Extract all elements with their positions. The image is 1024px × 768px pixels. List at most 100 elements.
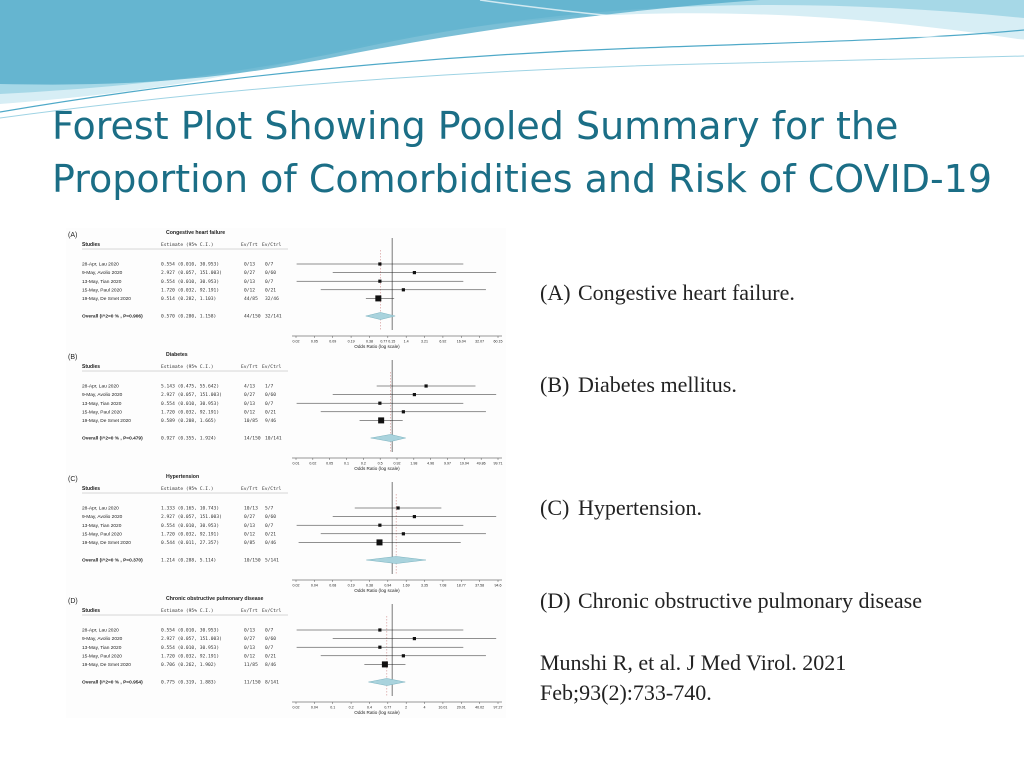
panel-b-x-tick-label: 4.96 [427,462,434,466]
panel-a-overall-ci: 0.570 (0.280, 1.158) [161,314,216,320]
panel-a-title: Congestive heart failure [166,230,225,236]
panel-c-x-tick-label: 0.08 [329,584,336,588]
panel-a-label: (A) [68,232,77,239]
panel-a-study-name: 13-May, Tian 2020 [82,279,122,285]
panel-d-study-evctrl: 0/60 [265,636,276,642]
panel-d-study-ci: 0.554 (0.010, 30.953) [161,645,219,651]
panel-a-study-point [401,288,405,292]
panel-b-study-name: 28-Apr, Lau 2020 [82,384,119,390]
panel-b-x-tick-label: 0.05 [326,462,333,466]
panel-c-study-name: 13-May, Tian 2020 [82,523,122,529]
panel-c-x-tick-label: 0.94 [384,584,391,588]
panel-a-study-evctrl: 0/60 [265,270,276,276]
panel-c-overall-evtrt: 10/150 [244,558,261,564]
panel-a-study-point [375,295,382,302]
panel-d-study-evtrt: 0/13 [244,645,255,651]
panel-b-overall-label: Overall (I^2=0 % , P=0.479) [82,436,143,442]
panel-a-col-evctrl: Ev/Ctrl [262,242,282,248]
panel-b-x-tick-label: 0.02 [309,462,316,466]
panel-d-study-evtrt: 0/27 [244,636,255,642]
panel-c-x-tick-label: 0.02 [293,584,300,588]
panel-d-study-evtrt: 11/85 [244,662,258,668]
panel-a-col-studies: Studies [82,242,100,248]
panel-b-study-evctrl: 0/7 [265,401,274,407]
panel-d-x-tick-label: 20.01 [457,706,466,710]
panel-a-study-ci: 1.720 (0.032, 92.191) [161,287,219,293]
panel-d-overall-evtrt: 11/150 [244,680,261,686]
panel-c-study-ci: 1.333 (0.165, 10.743) [161,506,219,512]
panel-d-study-name: 13-May, Tian 2020 [82,645,122,651]
panel-d-study-point [378,645,382,649]
caption-b-tag: (B) [540,372,570,397]
panel-b-study-ci: 1.720 (0.032, 92.191) [161,409,219,415]
panel-c-title: Hypertension [166,474,199,480]
panel-b-study-name: 13-May, Tian 2020 [82,401,122,407]
panel-d-study-evtrt: 0/13 [244,628,255,634]
panel-c-study-evtrt: 0/13 [244,523,255,529]
panel-c-study-name: 19-May, De Smet 2020 [82,540,131,546]
panel-d-study-name: 28-Apr, Lau 2020 [82,628,119,634]
panel-b-study-evctrl: 9/46 [265,418,276,424]
panel-a-study-evctrl: 0/7 [265,262,274,268]
panel-a-study-point [378,279,382,283]
panel-d-study-evctrl: 8/46 [265,662,276,668]
panel-b-overall-diamond [370,434,406,442]
panel-a-overall-diamond [365,312,396,320]
panel-b-study-evtrt: 4/13 [244,384,255,390]
panel-a-study-evtrt: 0/12 [244,287,255,293]
panel-c-x-tick-label: 3.35 [421,584,428,588]
panel-c-study-evctrl: 0/46 [265,540,276,546]
panel-d-overall-evctrl: 8/141 [265,680,279,686]
panel-c-study-name: 15-May, Paul 2020 [82,531,122,537]
panel-a-study-name: 15-May, Paul 2020 [82,287,122,293]
panel-a-x-tick-label: 32.07 [475,340,484,344]
panel-c-study-evtrt: 0/12 [244,531,255,537]
panel-b-study-name: 9-May, Avolio 2020 [82,392,123,398]
panel-a-study-evtrt: 0/13 [244,279,255,285]
citation-line-2: Feb;93(2):733-740. [540,680,712,705]
panel-d-study-name: 9-May, Avolio 2020 [82,636,123,642]
panel-a-study-evctrl: 32/46 [265,296,279,302]
panel-d-study-point [381,661,388,668]
panel-c-study-evctrl: 0/60 [265,514,276,520]
panel-d-study-name: 15-May, Paul 2020 [82,653,122,659]
panel-a-study-name: 28-Apr, Lau 2020 [82,262,119,268]
panel-b-col-studies: Studies [82,364,100,370]
panel-a-study-point [412,271,416,275]
panel-a-x-tick-label: 0.09 [329,340,336,344]
panel-a-study-ci: 0.554 (0.010, 30.953) [161,279,219,285]
caption-b: (B) Diabetes mellitus. [540,372,737,398]
panel-d-study-point [378,628,382,632]
panel-b-study-point [378,401,382,405]
panel-b-study-point [424,384,428,388]
panel-b-study-evctrl: 0/21 [265,409,276,415]
panel-b-x-tick-label: 49.86 [477,462,486,466]
panel-d-study-ci: 1.720 (0.032, 92.191) [161,653,219,659]
panel-a-overall-evctrl: 32/141 [265,314,282,320]
panel-b-study-evctrl: 0/60 [265,392,276,398]
caption-c-text: Hypertension. [578,495,703,520]
panel-d-x-tick-label: 4 [424,706,426,710]
panel-b-overall-ci: 0.927 (0.355, 1.924) [161,436,216,442]
panel-a-overall-evtrt: 44/150 [244,314,261,320]
panel-a-study-evtrt: 44/85 [244,296,258,302]
caption-b-text: Diabetes mellitus. [578,372,737,397]
panel-b-col-evctrl: Ev/Ctrl [262,364,282,370]
panel-b-x-tick-label: 0.92 [394,462,401,466]
citation: Munshi R, et al. J Med Virol. 2021 Feb;9… [540,648,846,708]
panel-c-study-evctrl: 5/7 [265,506,274,512]
panel-b-study-point [378,417,385,424]
panel-c-x-tick-label: 0.38 [366,584,373,588]
panel-c-overall-ci: 1.214 (0.288, 5.114) [161,558,216,564]
panel-c-study-ci: 0.544 (0.011, 27.357) [161,540,219,546]
panel-b-x-tick-label: 19.94 [460,462,469,466]
panel-d-x-tick-label: 0.04 [311,706,318,710]
panel-d-label: (D) [68,598,78,605]
panel-a-x-tick-label: 16.04 [457,340,466,344]
panel-c-study-evtrt: 10/13 [244,506,258,512]
panel-a-col-estimate: Estimate (95% C.I.) [161,242,214,248]
panel-b-study-evtrt: 0/12 [244,409,255,415]
panel-c-study-evtrt: 0/85 [244,540,255,546]
panel-d-col-evctrl: Ev/Ctrl [262,608,282,614]
panel-d-title: Chronic obstructive pulmonary disease [166,596,264,602]
